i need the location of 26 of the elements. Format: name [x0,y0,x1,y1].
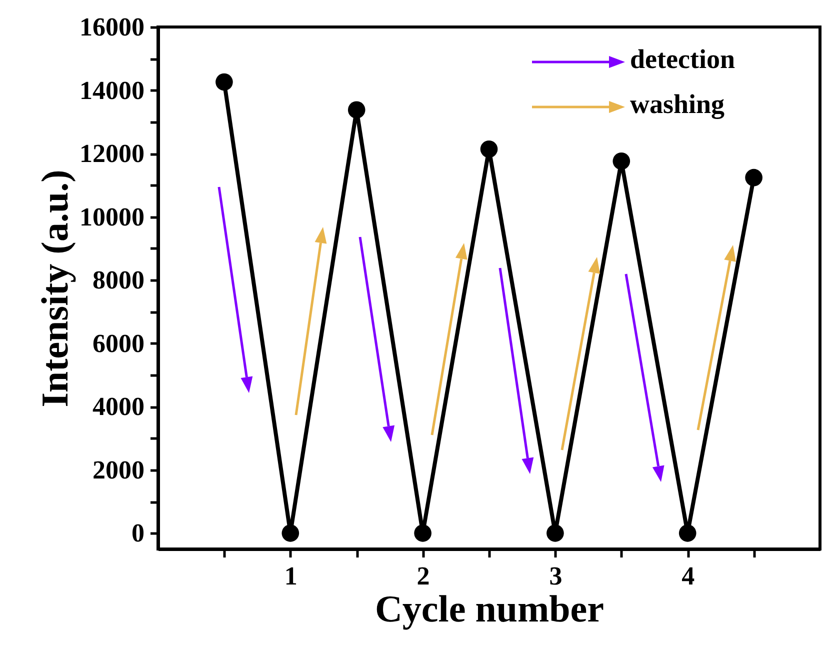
y-tick-label: 6000 [92,328,144,358]
y-tick-label: 4000 [92,392,144,422]
annotation: detection [630,44,735,75]
y-tick-label: 10000 [80,202,144,232]
x-tick-label: 4 [682,562,695,590]
y-tick-label: 14000 [80,76,144,105]
y-tick-label: 16000 [80,12,144,42]
x-tick-label: 3 [549,562,562,590]
point [216,73,233,91]
point [678,524,696,542]
point [480,140,498,158]
annotation: washing [630,89,725,120]
y-tick-label: 0 [132,518,144,548]
y-tick-label: 2000 [92,455,144,484]
point [282,524,300,542]
point [348,101,366,119]
x-tick-label: 2 [416,562,430,590]
x-axis-title: Cycle number [374,588,604,630]
point [612,152,630,170]
point [745,168,762,186]
point [546,524,564,542]
y-axis-title: Intensity (a.u.) [34,170,76,408]
point [414,524,432,542]
y-tick-label: 12000 [80,139,144,168]
y-tick-label: 8000 [92,266,144,295]
x-tick-label: 1 [284,562,298,590]
